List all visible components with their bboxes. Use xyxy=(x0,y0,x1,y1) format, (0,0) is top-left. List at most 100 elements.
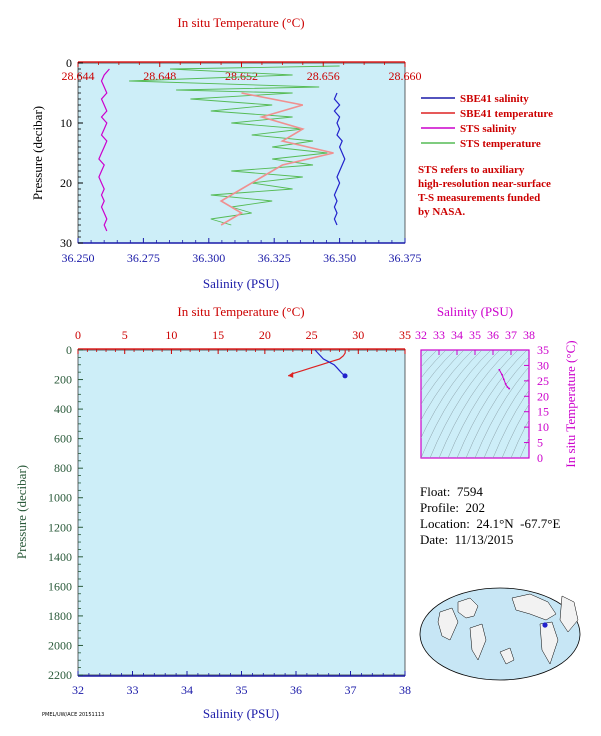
info-profile-value: 202 xyxy=(465,500,486,515)
isopycnal-curve xyxy=(510,419,529,458)
map-land xyxy=(469,623,487,661)
legend-label: SBE41 temperature xyxy=(460,108,553,120)
ts-temp-axis-tick-label: 30 xyxy=(537,358,549,372)
top-sal-axis-tick-label: 36.250 xyxy=(62,251,95,265)
bottom-temp-axis-tick-label: 0 xyxy=(75,328,81,342)
top-sal-axis-tick-label: 36.275 xyxy=(127,251,160,265)
ts-sal-axis-tick-label: 33 xyxy=(433,328,445,342)
info-location: Location: 24.1°N -67.7°E xyxy=(420,516,560,532)
ts-sal-axis-tick-label: 32 xyxy=(415,328,427,342)
bottom-sal-axis-label: Salinity (PSU) xyxy=(203,706,279,721)
series-sts-temperature xyxy=(129,65,340,226)
isopycnal-curve xyxy=(421,350,447,379)
bottom-pres-axis-tick-label: 600 xyxy=(54,432,72,446)
ts-sal-axis-tick-label: 38 xyxy=(523,328,535,342)
bottom-temp-axis-tick-label: 10 xyxy=(165,328,177,342)
top-pres-axis-label: Pressure (decibar) xyxy=(30,106,45,200)
bottom-temp-axis-tick-label: 35 xyxy=(399,328,411,342)
bottom-sal-axis-tick-label: 34 xyxy=(181,683,193,697)
top-plot-area xyxy=(77,62,406,244)
top-pres-axis-tick-label: 0 xyxy=(66,56,72,70)
top-sal-axis-tick-label: 36.325 xyxy=(258,251,291,265)
info-date-label: Date: xyxy=(420,532,449,547)
bottom-temp-axis-tick-label: 30 xyxy=(352,328,364,342)
top-panel: In situ Temperature (°C) Salinity (PSU) … xyxy=(30,15,422,291)
bottom-sal-axis-tick-label: 36 xyxy=(290,683,302,697)
top-temp-axis-tick-label: 28.644 xyxy=(62,69,95,83)
map-land xyxy=(511,593,557,621)
top-sal-axis-label: Salinity (PSU) xyxy=(203,276,279,291)
bottom-pres-axis-tick-label: 2200 xyxy=(48,668,72,682)
bottom-panel: In situ Temperature (°C) Salinity (PSU) … xyxy=(14,304,411,721)
ts-point xyxy=(506,386,509,388)
ts-point xyxy=(504,383,507,385)
bottom-pres-axis-label: Pressure (decibar) xyxy=(14,465,29,559)
bottom-pres-axis-tick-label: 2000 xyxy=(48,638,72,652)
bottom-pres-axis-tick-label: 800 xyxy=(54,461,72,475)
ts-point xyxy=(508,387,511,390)
top-temp-axis-tick-label: 28.652 xyxy=(225,69,258,83)
bottom-plot-area xyxy=(77,349,406,676)
bottom-pres-axis-tick-label: 400 xyxy=(54,402,72,416)
info-float-label: Float: xyxy=(420,484,451,499)
bottom-pres-axis-tick-label: 1600 xyxy=(48,579,72,593)
map-land xyxy=(539,621,559,665)
salinity-end-dot xyxy=(342,373,348,379)
ts-point xyxy=(498,368,501,371)
ts-sal-axis-label: Salinity (PSU) xyxy=(437,304,513,319)
isopycnal-curve xyxy=(474,366,529,458)
ts-sal-axis-tick-label: 34 xyxy=(451,328,463,342)
top-pres-axis-tick-label: 10 xyxy=(60,116,72,130)
isopycnal-curve xyxy=(421,350,465,405)
isopycnal-curve xyxy=(421,350,492,458)
info-date-value: 11/13/2015 xyxy=(454,532,514,547)
bottom-sal-axis-tick-label: 38 xyxy=(399,683,411,697)
top-temp-axis-tick-label: 28.660 xyxy=(389,69,422,83)
series-sts-salinity xyxy=(98,68,110,232)
bottom-temp-axis-label: In situ Temperature (°C) xyxy=(177,304,304,319)
isopycnal-curve xyxy=(456,350,528,458)
isopycnal-curve xyxy=(501,403,529,458)
ts-temp-axis-tick-label: 20 xyxy=(537,389,549,403)
info-location-value: 24.1°N -67.7°E xyxy=(476,516,561,531)
isopycnal-curve xyxy=(447,350,519,458)
legend: SBE41 salinity SBE41 temperature STS salin… xyxy=(421,93,553,150)
top-temp-axis-tick-label: 28.656 xyxy=(307,69,340,83)
ts-point xyxy=(502,378,505,381)
top-sal-axis-tick-label: 36.375 xyxy=(389,251,422,265)
ts-panel: Salinity (PSU) In situ Temperature (°C) … xyxy=(415,304,578,468)
series-sbe41-salinity xyxy=(333,92,346,226)
bottom-pres-axis-tick-label: 1000 xyxy=(48,491,72,505)
legend-label: STS salinity xyxy=(460,123,517,135)
map-land xyxy=(457,597,479,619)
info-profile-label: Profile: xyxy=(420,500,459,515)
bottom-pres-axis-tick-label: 1200 xyxy=(48,520,72,534)
info-profile: Profile: 202 xyxy=(420,500,485,516)
sts-note-line: T-S measurements funded xyxy=(418,192,541,204)
ts-point xyxy=(501,373,503,376)
top-sal-axis-tick-label: 36.300 xyxy=(192,251,225,265)
bottom-pres-axis-tick-label: 1400 xyxy=(48,550,72,564)
info-float: Float: 7594 xyxy=(420,484,483,500)
bottom-sal-axis-tick-label: 35 xyxy=(236,683,248,697)
info-date: Date: 11/13/2015 xyxy=(420,532,513,548)
top-temp-axis-tick-label: 28.648 xyxy=(143,69,176,83)
ts-temp-axis-tick-label: 0 xyxy=(537,451,543,465)
bottom-temp-axis-tick-label: 20 xyxy=(259,328,271,342)
footer-credit: PMEL/UW/ACE 20151113 xyxy=(42,712,105,718)
world-map xyxy=(419,587,581,681)
ts-temp-axis-tick-label: 5 xyxy=(537,436,543,450)
info-float-value: 7594 xyxy=(456,484,483,499)
isopycnal-curve xyxy=(465,356,529,458)
isopycnal-curve xyxy=(483,377,529,458)
series-bottom-salinity xyxy=(314,349,346,377)
bottom-sal-axis-tick-label: 37 xyxy=(345,683,357,697)
info-location-label: Location: xyxy=(420,516,470,531)
top-pres-axis-tick-label: 20 xyxy=(60,176,72,190)
map-land xyxy=(559,595,579,633)
series-sbe41-temperature xyxy=(219,92,334,226)
sts-note-line: STS refers to auxiliary xyxy=(418,164,525,176)
legend-label: SBE41 salinity xyxy=(460,93,529,105)
top-sal-axis-tick-label: 36.350 xyxy=(323,251,356,265)
isopycnal-curve xyxy=(429,350,501,458)
